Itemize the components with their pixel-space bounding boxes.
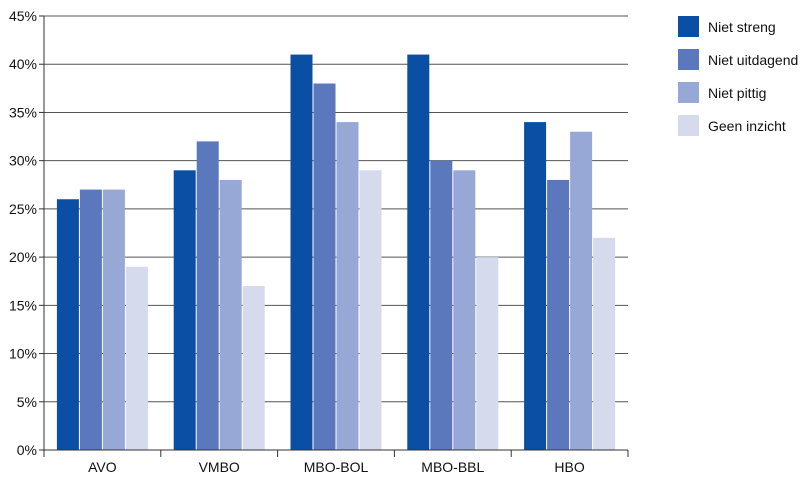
- bar-vmbo-series-2: [196, 141, 219, 450]
- bar-hbo-series-2: [547, 179, 570, 450]
- x-tick-label: MBO-BOL: [304, 459, 369, 475]
- y-axis-ticks: 0% 5% 10% 15% 20% 25% 30% 35% 40% 45%: [9, 8, 44, 458]
- y-tick-label: 15%: [9, 297, 37, 313]
- y-tick-label: 30%: [9, 153, 37, 169]
- y-tick-label: 25%: [9, 201, 37, 217]
- bar-avo-series-2: [79, 189, 102, 450]
- bar-mbo-bol-series-1: [290, 54, 313, 450]
- bar-vmbo-series-1: [173, 170, 196, 451]
- bar-mbo-bbl-series-2: [430, 160, 453, 450]
- legend-swatch: [678, 16, 699, 37]
- bar-vmbo-series-4: [242, 286, 265, 450]
- bar-mbo-bbl-series-4: [476, 257, 499, 450]
- bar-hbo-series-4: [593, 237, 616, 450]
- legend-swatch: [678, 82, 699, 103]
- bar-mbo-bbl-series-1: [407, 54, 430, 450]
- y-tick-label: 40%: [9, 56, 37, 72]
- bar-mbo-bol-series-2: [313, 83, 336, 450]
- bar-hbo-series-1: [524, 122, 547, 450]
- y-tick-label: 20%: [9, 249, 37, 265]
- legend-label: Geen inzicht: [708, 118, 786, 134]
- bars: [56, 54, 616, 451]
- x-tick-label: VMBO: [199, 459, 240, 475]
- legend-label: Niet pittig: [708, 85, 766, 101]
- bar-avo-series-4: [125, 266, 148, 450]
- y-tick-label: 5%: [17, 394, 37, 410]
- y-tick-label: 0%: [17, 442, 37, 458]
- legend-label: Niet streng: [708, 19, 776, 35]
- y-tick-label: 10%: [9, 346, 37, 362]
- bar-mbo-bol-series-4: [359, 170, 382, 451]
- axes: [43, 16, 628, 451]
- legend-label: Niet uitdagend: [708, 52, 798, 68]
- bar-mbo-bbl-series-3: [453, 170, 476, 451]
- bar-hbo-series-3: [570, 131, 593, 450]
- legend: Niet streng Niet uitdagend Niet pittig Geen…: [678, 16, 798, 136]
- x-tick-label: HBO: [554, 459, 584, 475]
- x-tick-label: MBO-BBL: [421, 459, 484, 475]
- x-tick-label: AVO: [88, 459, 117, 475]
- legend-swatch: [678, 115, 699, 136]
- y-tick-label: 45%: [9, 8, 37, 24]
- bar-mbo-bol-series-3: [336, 122, 359, 450]
- bar-avo-series-3: [102, 189, 125, 450]
- legend-swatch: [678, 49, 699, 70]
- bar-vmbo-series-3: [219, 179, 242, 450]
- y-tick-label: 35%: [9, 104, 37, 120]
- bar-avo-series-1: [56, 199, 79, 450]
- x-axis-ticks: AVO VMBO MBO-BOL MBO-BBL HBO: [43, 450, 629, 475]
